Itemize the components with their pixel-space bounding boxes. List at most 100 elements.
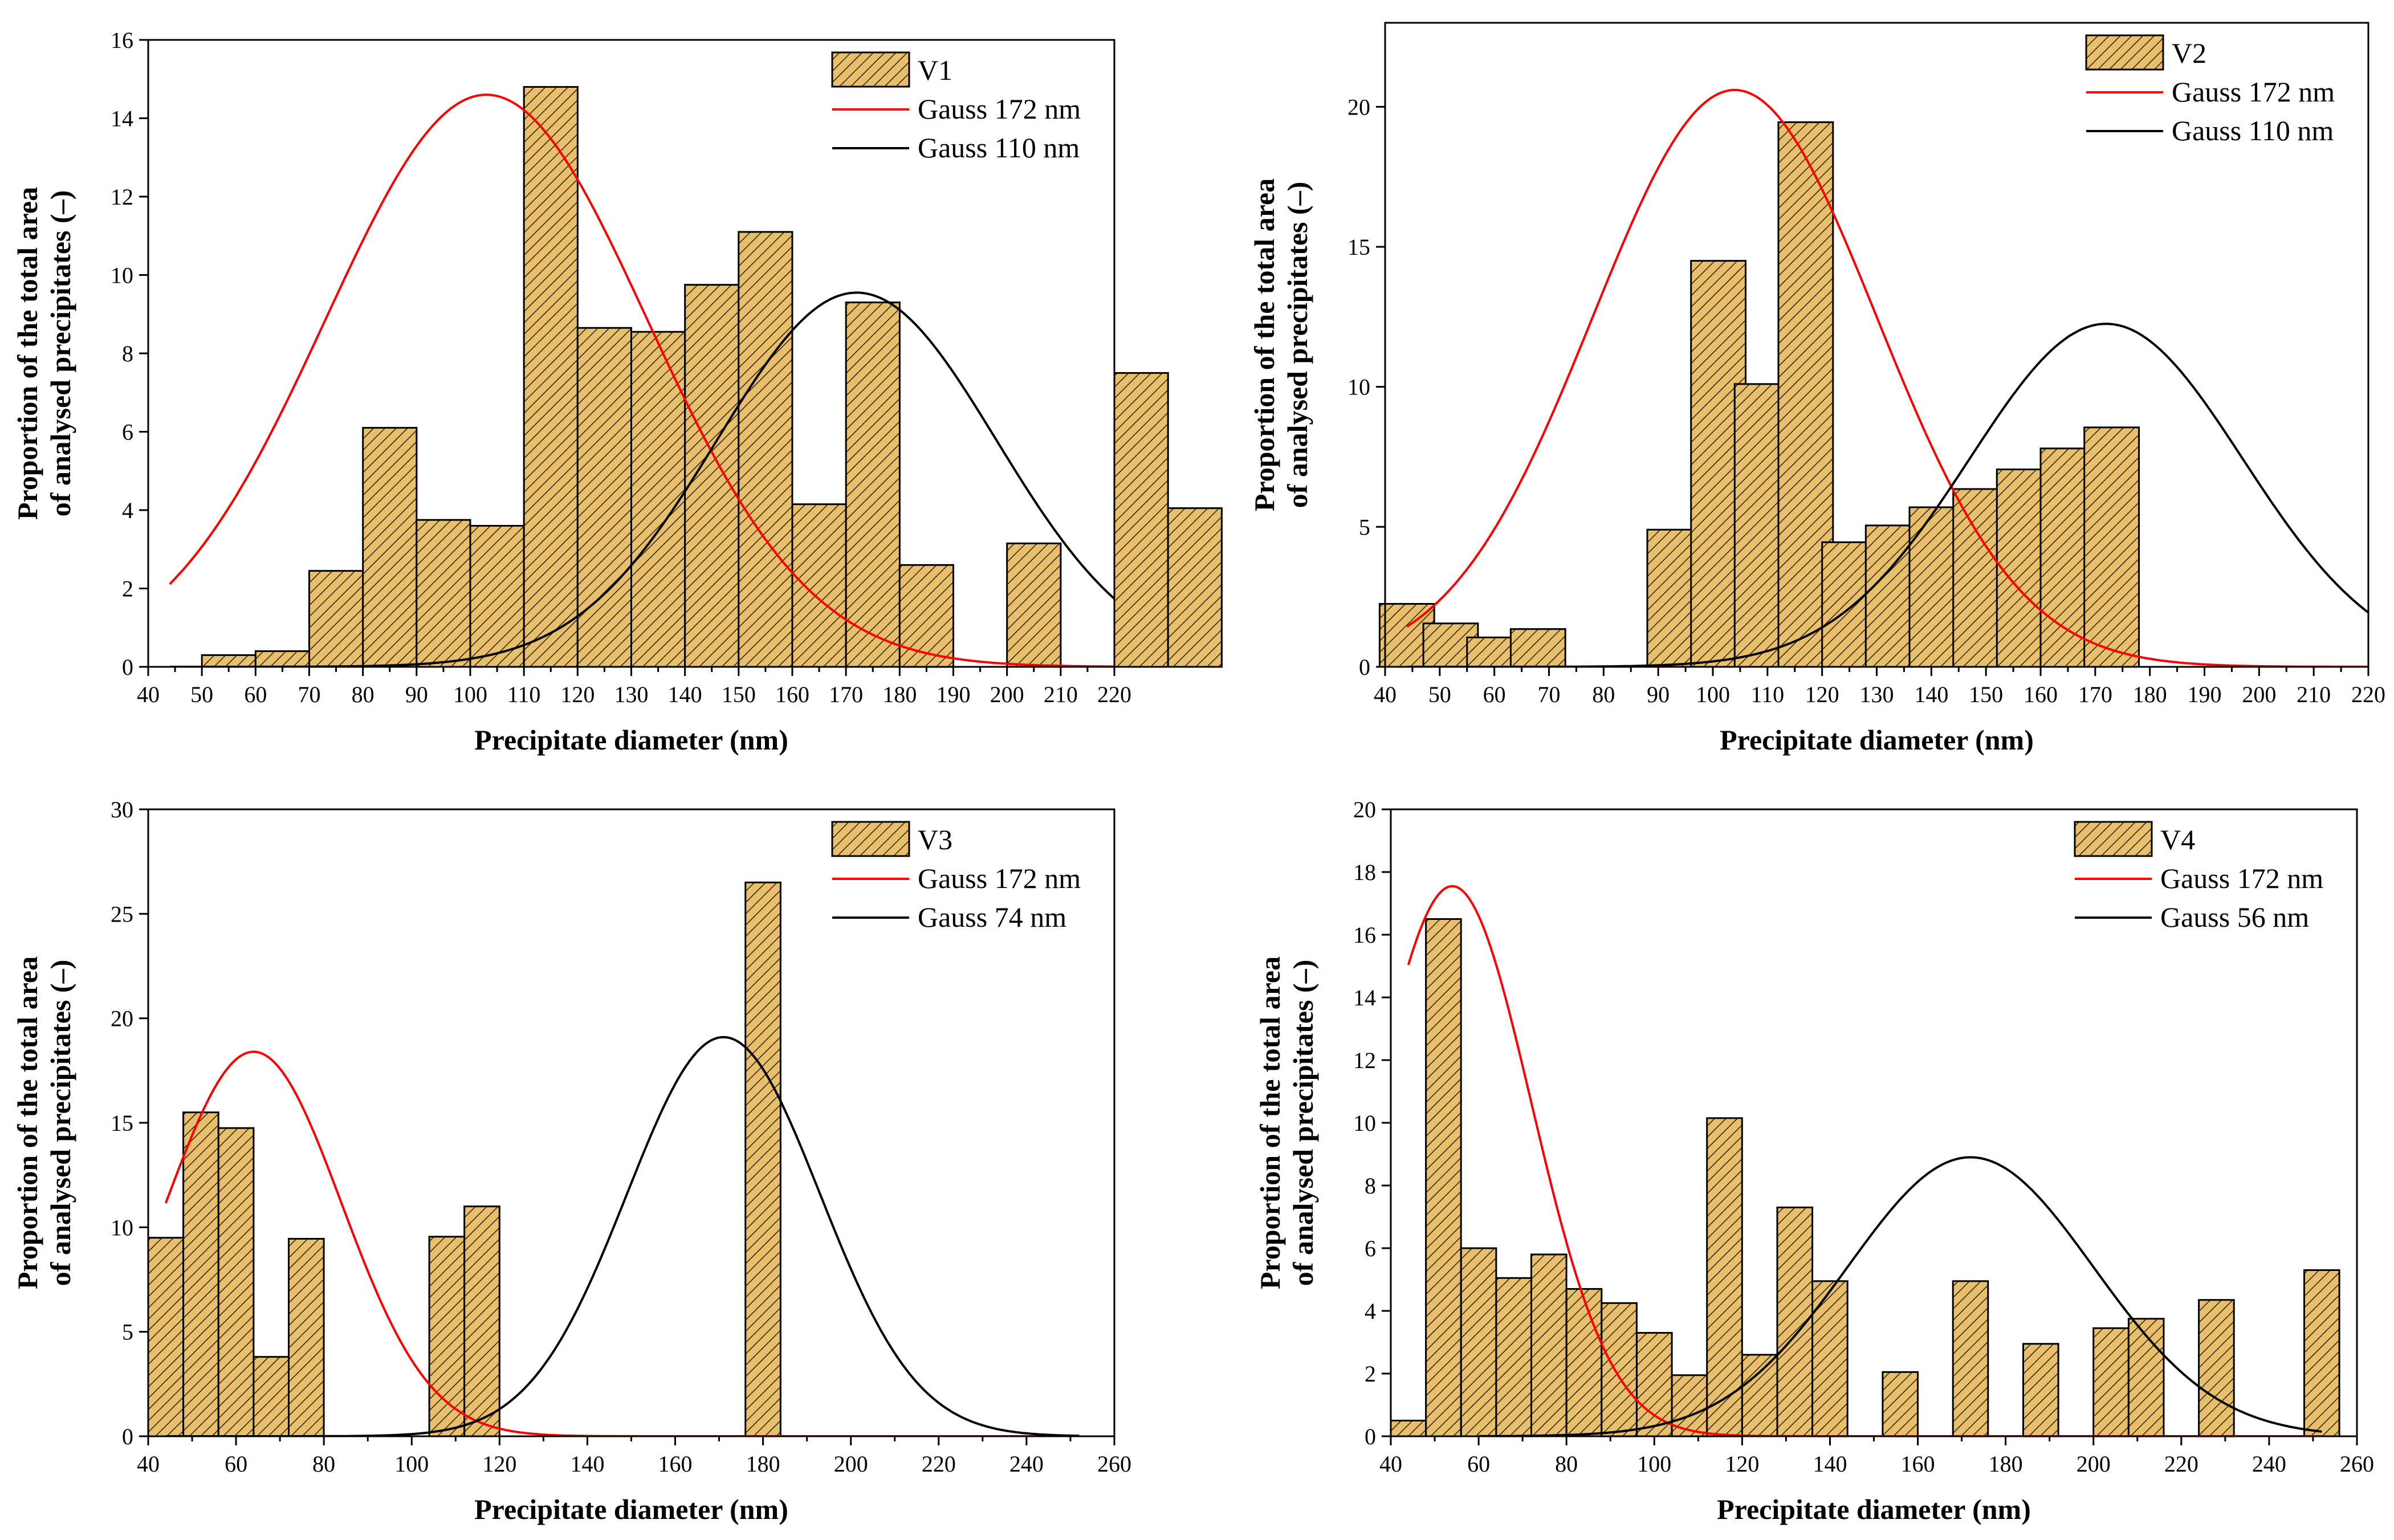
y-axis-title-line-2: of analysed precipitates (–): [44, 960, 76, 1286]
bar-7: [1636, 1332, 1673, 1437]
y-tick-label: 15: [1347, 234, 1370, 260]
bar-1: [1425, 918, 1462, 1437]
bar-17: [2127, 1318, 2165, 1437]
y-axis-title-line-1: Proportion of the total area: [11, 956, 43, 1289]
bar-0: [147, 1237, 185, 1437]
bar-3: [253, 1356, 290, 1437]
x-tick-label: 60: [244, 682, 267, 707]
y-tick-label: 4: [1365, 1298, 1376, 1324]
x-tick-label: 120: [482, 1451, 516, 1477]
legend-label-bar: V3: [918, 824, 952, 855]
x-tick-label: 240: [1009, 1451, 1044, 1477]
y-tick-label: 16: [111, 27, 133, 53]
bar-9: [684, 284, 740, 668]
legend-label-bar: V1: [918, 54, 952, 86]
chart-panel-v1: 40 50 60 70 80 90 100 110 120 130 140 150 160 170 180 1…: [11, 27, 1223, 756]
x-tick-label: 110: [507, 682, 541, 707]
x-tick-label: 150: [722, 682, 756, 707]
x-tick-label: 50: [1428, 682, 1451, 707]
bar-6: [1601, 1302, 1638, 1437]
bar-14: [2083, 426, 2140, 668]
gauss-black-curve: [1479, 1156, 2322, 1436]
legend: V1 Gauss 172 nm Gauss 110 nm: [831, 51, 1081, 164]
bar-16: [2092, 1327, 2130, 1437]
y-tick-label: 10: [1353, 1110, 1376, 1136]
legend-swatch-bar: [831, 51, 910, 88]
chart-panel-v3: 40 60 80 100 120 140 160 180 200 220 240 260 0 5 10 15 2…: [11, 797, 1131, 1525]
x-axis-title: Precipitate diameter (nm): [1717, 1493, 2031, 1525]
x-tick-label: 100: [1637, 1451, 1671, 1477]
y-tick-label: 2: [1365, 1361, 1376, 1387]
x-tick-label: 200: [2077, 1451, 2111, 1477]
legend: V2 Gauss 172 nm Gauss 110 nm: [2085, 34, 2335, 146]
x-tick-label: 60: [225, 1451, 247, 1477]
bar-2: [1460, 1247, 1497, 1437]
x-tick-label: 140: [668, 682, 702, 707]
legend-label-red: Gauss 172 nm: [2172, 76, 2335, 108]
y-axis-title-line-2: of analysed precipitates (–): [1281, 182, 1313, 508]
bar-5: [1565, 1288, 1603, 1437]
x-tick-label: 120: [1805, 682, 1839, 707]
y-tick-label: 30: [111, 797, 133, 822]
x-tick-label: 140: [1813, 1451, 1847, 1477]
bar-0: [1390, 1420, 1427, 1437]
bar-11: [791, 503, 847, 668]
x-tick-label: 120: [560, 682, 595, 707]
x-tick-label: 100: [394, 1451, 429, 1477]
x-tick-label: 160: [775, 682, 809, 707]
y-tick-label: 8: [1365, 1173, 1376, 1199]
y-tick-label: 8: [122, 341, 133, 366]
y-axis: 0 5 10 15 20: [1347, 94, 1385, 680]
bar-12: [1811, 1280, 1849, 1437]
bar-9: [1706, 1117, 1743, 1437]
bar-7: [576, 327, 632, 668]
bar-1: [254, 650, 310, 668]
x-tick-label: 40: [137, 682, 160, 707]
x-axis: 40 60 80 100 120 140 160 180 200 220 240 260: [1379, 1436, 2374, 1477]
legend-label-bar: V4: [2160, 824, 2195, 855]
y-axis-title-line-1: Proportion of the total area: [1254, 956, 1286, 1289]
x-tick-label: 260: [2340, 1451, 2374, 1477]
x-tick-label: 40: [1374, 682, 1396, 707]
legend-label-bar: V2: [2172, 37, 2206, 69]
y-tick-label: 14: [111, 106, 133, 132]
legend-label-black: Gauss 74 nm: [918, 901, 1066, 933]
x-tick-label: 200: [834, 1451, 868, 1477]
x-tick-label: 180: [746, 1451, 780, 1477]
legend: V3 Gauss 172 nm Gauss 74 nm: [831, 821, 1081, 933]
y-tick-label: 6: [122, 419, 133, 445]
x-tick-label: 120: [1725, 1451, 1759, 1477]
x-tick-label: 80: [1592, 682, 1615, 707]
y-axis: 0 2 4 6 8 10 12 14 16 18 20: [1353, 797, 1391, 1449]
x-tick-label: 80: [352, 682, 374, 707]
x-tick-label: 190: [2188, 682, 2222, 707]
y-axis: 0 5 10 15 20 25 30: [111, 797, 148, 1449]
bar-6: [523, 86, 579, 668]
y-tick-label: 18: [1353, 859, 1376, 885]
bar-4: [1530, 1253, 1567, 1437]
x-axis: 40 60 80 100 120 140 160 180 200 220 240 260: [137, 1436, 1131, 1477]
bar-6: [463, 1205, 500, 1437]
bar-0: [201, 654, 256, 668]
bar-5: [469, 525, 525, 668]
x-tick-label: 200: [2242, 682, 2276, 707]
legend-label-black: Gauss 56 nm: [2160, 901, 2309, 933]
legend-label-black: Gauss 110 nm: [918, 132, 1080, 164]
legend-label-red: Gauss 172 nm: [918, 862, 1081, 894]
x-tick-label: 160: [2023, 682, 2058, 707]
x-tick-label: 220: [2164, 1451, 2198, 1477]
y-tick-label: 10: [111, 1215, 133, 1240]
y-tick-label: 15: [111, 1110, 133, 1136]
bar-8: [630, 331, 686, 668]
y-tick-label: 12: [1353, 1048, 1376, 1073]
legend-swatch-bar: [831, 821, 910, 857]
y-tick-label: 20: [1347, 94, 1370, 120]
y-tick-label: 5: [1359, 514, 1370, 540]
bar-14: [1006, 542, 1062, 668]
x-tick-label: 110: [1751, 682, 1785, 707]
x-tick-label: 140: [570, 1451, 604, 1477]
y-tick-label: 10: [111, 263, 133, 288]
bars: [201, 86, 1223, 668]
bar-19: [2303, 1269, 2340, 1437]
x-tick-label: 100: [453, 682, 487, 707]
